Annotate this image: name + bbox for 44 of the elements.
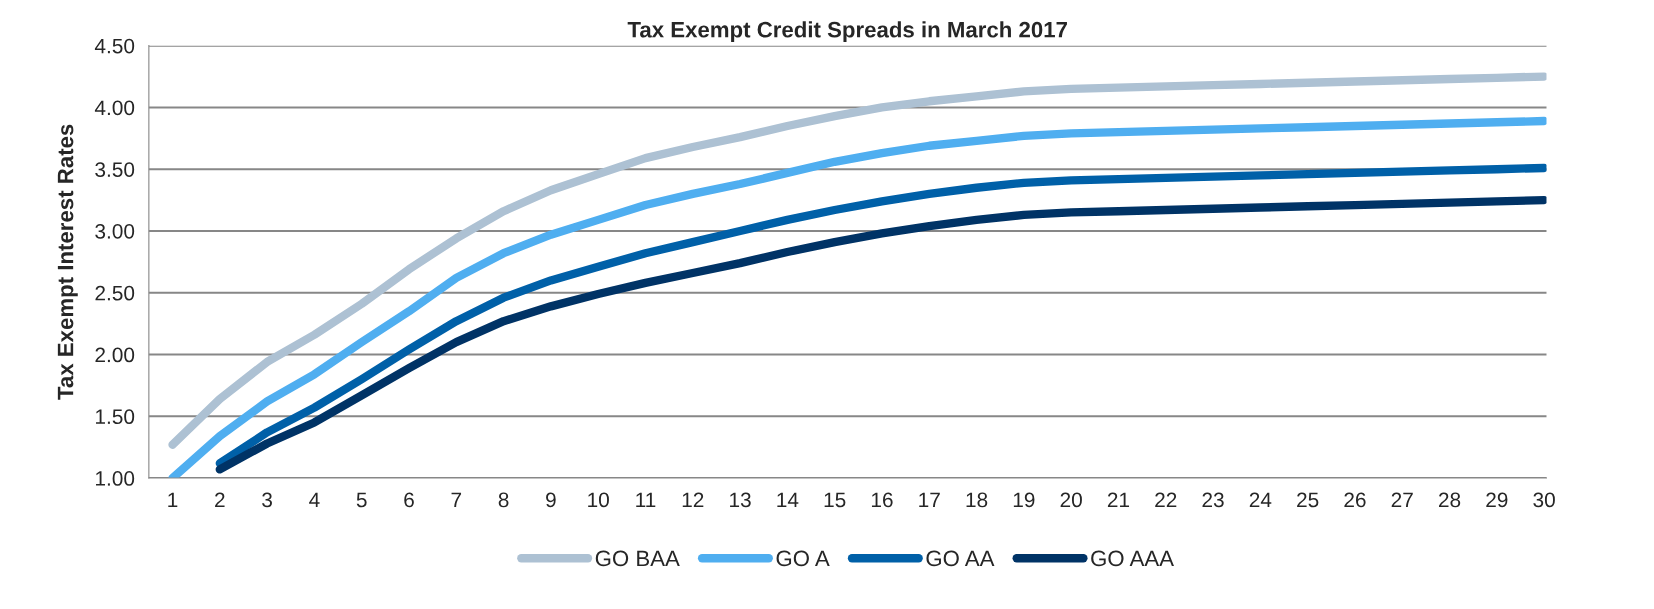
- y-tick-label: 4.00: [94, 100, 135, 116]
- x-tick-label: 6: [404, 492, 414, 508]
- x-tick-label: 19: [1013, 492, 1035, 508]
- y-tick-label: 3.00: [95, 223, 135, 239]
- x-tick-label: 13: [730, 492, 751, 508]
- x-tick-label: 11: [636, 492, 656, 508]
- y-axis-title: Tax Exempt Interest Rates: [57, 124, 78, 400]
- y-tick-label: 1.00: [96, 471, 135, 486]
- x-tick-label: 24: [1249, 492, 1272, 508]
- chart-title: Tax Exempt Credit Spreads in March 2017: [627, 21, 1067, 42]
- x-tick-label: 15: [824, 492, 846, 508]
- x-tick-label: 12: [682, 492, 704, 508]
- x-tick-label: 17: [919, 492, 940, 508]
- x-tick-label: 20: [1060, 492, 1082, 508]
- x-tick-label: 26: [1344, 492, 1366, 508]
- x-tick-label: 18: [966, 492, 988, 508]
- legend-label: GO BAA: [595, 550, 680, 567]
- x-tick-label: 2: [215, 492, 225, 508]
- x-tick-label: 23: [1202, 492, 1224, 508]
- x-tick-label: 10: [588, 492, 609, 508]
- x-tick-label: 7: [451, 492, 462, 508]
- x-tick-label: 5: [356, 492, 367, 508]
- x-tick-label: 28: [1438, 492, 1461, 508]
- y-tick-label: 3.50: [95, 162, 135, 177]
- y-tick-label: 1.50: [96, 409, 135, 425]
- x-tick-label: 22: [1155, 492, 1177, 508]
- x-tick-label: 21: [1107, 492, 1130, 508]
- x-tick-label: 14: [777, 492, 799, 508]
- x-tick-label: 1: [168, 492, 178, 508]
- x-tick-label: 4: [309, 492, 320, 508]
- x-tick-label: 27: [1391, 492, 1413, 508]
- x-tick-label: 29: [1486, 492, 1508, 508]
- x-tick-label: 30: [1533, 492, 1555, 508]
- y-tick-label: 2.00: [95, 347, 135, 363]
- x-tick-label: 8: [498, 492, 509, 508]
- y-tick-label: 2.50: [95, 285, 135, 301]
- x-tick-label: 16: [871, 492, 893, 508]
- y-tick-label: 4.50: [94, 38, 135, 54]
- x-tick-label: 9: [546, 492, 556, 508]
- legend-label: GO AAA: [1091, 550, 1174, 567]
- legend-label: GO A: [776, 550, 830, 567]
- legend-label: GO AA: [926, 550, 995, 567]
- x-tick-label: 3: [262, 492, 272, 508]
- x-tick-label: 25: [1297, 492, 1319, 508]
